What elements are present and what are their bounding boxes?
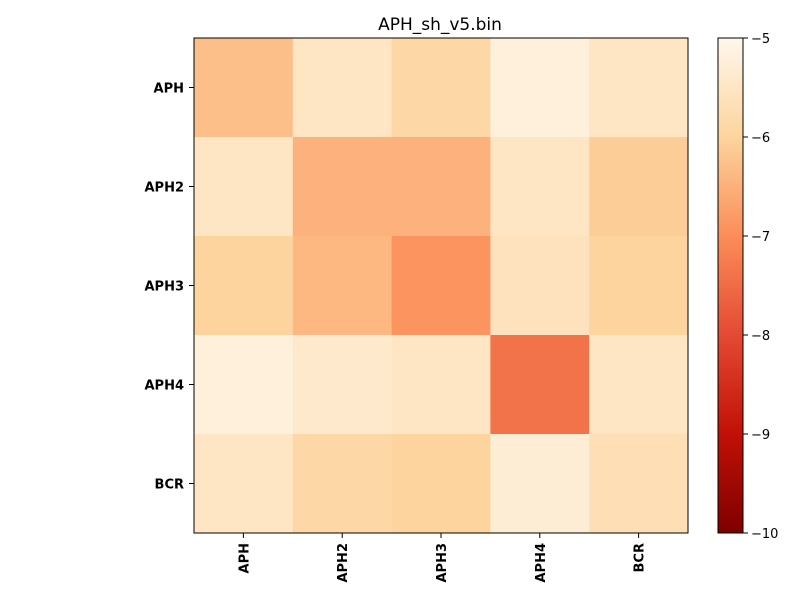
- heatmap-cell: [589, 137, 689, 237]
- heatmap-cell: [194, 335, 294, 435]
- y-tick-label: APH2: [144, 181, 184, 196]
- x-tick-label: APH: [237, 543, 252, 573]
- heatmap-cells: [194, 38, 689, 534]
- heatmap-cell: [589, 335, 689, 435]
- heatmap-cell: [589, 236, 689, 336]
- heatmap-cell: [292, 137, 393, 237]
- heatmap-cell: [589, 434, 689, 534]
- colorbar-tick-label: −9: [751, 428, 770, 443]
- heatmap-cell: [292, 38, 393, 138]
- y-tick-label: APH4: [144, 379, 184, 394]
- heatmap-cell: [589, 38, 689, 138]
- x-tick-label: APH4: [534, 543, 549, 583]
- y-axis: APH APH2 APH3 APH4 BCR: [144, 82, 194, 493]
- chart-title: APH_sh_v5.bin: [378, 15, 502, 35]
- heatmap-cell: [391, 137, 491, 237]
- heatmap-cell: [391, 38, 491, 138]
- heatmap-cell: [292, 434, 393, 534]
- y-tick-label: BCR: [155, 478, 184, 493]
- y-tick-label: APH: [154, 82, 184, 97]
- heatmap-cell: [490, 38, 590, 138]
- heatmap-cell: [391, 236, 491, 336]
- colorbar: [717, 37, 744, 534]
- heatmap-cell: [292, 236, 393, 336]
- heatmap-cell: [490, 137, 590, 237]
- colorbar-tick-label: −5: [751, 32, 770, 47]
- y-tick-label: APH3: [144, 280, 184, 295]
- heatmap-cell: [391, 434, 491, 534]
- x-axis: APH APH2 APH3 APH4 BCR: [237, 533, 648, 583]
- x-tick-label: APH3: [435, 543, 450, 583]
- heatmap-cell: [194, 236, 294, 336]
- heatmap-cell: [490, 434, 590, 534]
- colorbar-tick-label: −8: [751, 329, 770, 344]
- heatmap-cell: [292, 335, 393, 435]
- colorbar-tick-label: −7: [751, 230, 770, 245]
- colorbar-axis: −5 −6 −7 −8 −9 −10: [743, 32, 778, 542]
- heatmap-cell: [194, 137, 294, 237]
- heatmap-cell: [391, 335, 491, 435]
- heatmap-cell: [194, 38, 294, 138]
- x-tick-label: APH2: [336, 543, 351, 583]
- heatmap-cell: [490, 335, 590, 435]
- colorbar-tick-label: −10: [751, 527, 778, 542]
- heatmap-cell: [194, 434, 294, 534]
- colorbar-tick-label: −6: [751, 131, 770, 146]
- x-tick-label: BCR: [633, 543, 648, 572]
- heatmap-cell: [490, 236, 590, 336]
